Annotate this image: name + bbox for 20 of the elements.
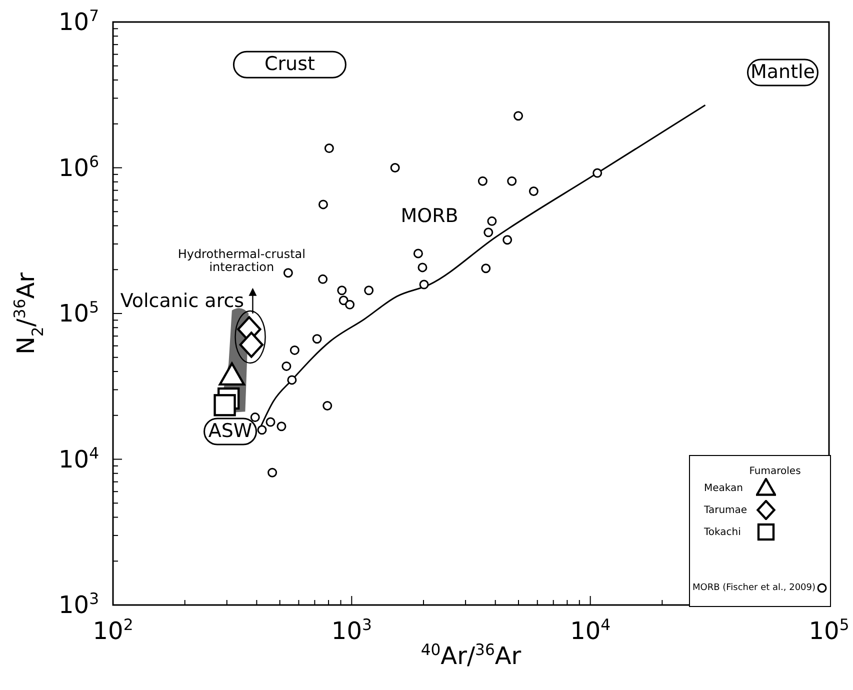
x-axis-title: $^{40}$Ar/$^{36}$Ar: [420, 641, 522, 670]
y-tick-label: 10$^{3}$: [58, 590, 99, 619]
y-tick-label: 10$^{6}$: [58, 152, 99, 182]
annotation: Volcanic arcs: [120, 290, 244, 313]
x-tick-label: 10$^{2}$: [92, 616, 134, 645]
y-tick-label: 10$^{7}$: [58, 7, 99, 36]
legend-title: Fumaroles: [748, 466, 802, 477]
x-tick-label: 10$^{5}$: [808, 616, 850, 645]
x-tick-label: 10$^{4}$: [570, 616, 611, 645]
legend-label: Tokachi: [704, 526, 742, 538]
y-tick-label: 10$^{4}$: [58, 444, 100, 474]
legend-label: Meakan: [704, 482, 744, 494]
legend-label: MORB (Fischer et al., 2009): [692, 583, 816, 593]
legend-label: Tarumae: [704, 504, 748, 516]
annotation: ASW: [208, 420, 252, 442]
y-tick-label: 10$^{5}$: [58, 298, 99, 328]
annotation: Hydrothermal-crustal interaction: [176, 246, 306, 276]
annotation: Crust: [264, 52, 315, 76]
x-tick-label: 10$^{3}$: [331, 616, 372, 645]
annotation: MORB: [400, 204, 458, 228]
